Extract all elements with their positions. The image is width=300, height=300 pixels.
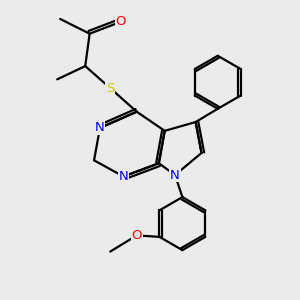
Text: N: N [170, 169, 180, 182]
Text: N: N [95, 122, 105, 134]
Text: O: O [115, 15, 126, 28]
Text: O: O [131, 229, 142, 242]
Text: S: S [106, 82, 114, 95]
Text: N: N [118, 170, 128, 183]
